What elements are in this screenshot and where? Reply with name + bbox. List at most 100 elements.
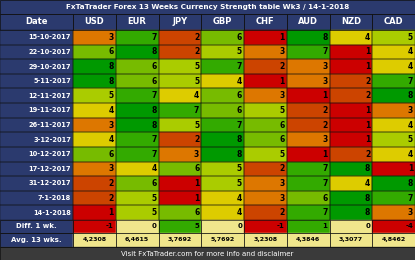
Bar	[244, 176, 287, 191]
Text: 5: 5	[195, 224, 199, 230]
Bar	[73, 205, 116, 220]
Text: GBP: GBP	[213, 17, 232, 27]
Bar	[372, 103, 415, 118]
Bar	[372, 30, 415, 45]
Bar	[287, 161, 330, 176]
Bar	[0, 103, 73, 118]
Bar	[0, 88, 73, 103]
Bar	[244, 59, 287, 74]
Bar	[116, 88, 159, 103]
Text: 2: 2	[279, 208, 285, 217]
Bar	[330, 74, 372, 88]
Bar	[73, 59, 116, 74]
Bar	[330, 220, 372, 233]
Bar	[201, 191, 244, 205]
Bar	[116, 118, 159, 132]
Text: 3: 3	[408, 208, 413, 217]
Text: 2: 2	[322, 120, 327, 129]
Bar	[159, 132, 201, 147]
Text: 5: 5	[194, 77, 199, 86]
Text: 7: 7	[237, 62, 242, 71]
Text: Avg. 13 wks.: Avg. 13 wks.	[11, 237, 62, 243]
Bar	[159, 205, 201, 220]
Text: 5-11-2017: 5-11-2017	[33, 78, 71, 84]
Bar	[372, 191, 415, 205]
Text: 4: 4	[108, 135, 114, 144]
Bar	[244, 118, 287, 132]
Bar	[244, 132, 287, 147]
Bar	[244, 14, 287, 30]
Bar	[116, 205, 159, 220]
Text: 4: 4	[408, 62, 413, 71]
Bar	[0, 30, 73, 45]
Bar	[287, 88, 330, 103]
Bar	[330, 14, 372, 30]
Bar	[73, 147, 116, 161]
Bar	[201, 59, 244, 74]
Text: 26-11-2017: 26-11-2017	[29, 122, 71, 128]
Bar	[244, 147, 287, 161]
Bar	[330, 220, 372, 233]
Bar	[0, 14, 73, 30]
Bar	[0, 14, 73, 30]
Bar	[330, 161, 372, 176]
Text: 8: 8	[408, 179, 413, 188]
Bar	[73, 233, 116, 247]
Bar	[116, 191, 159, 205]
Bar	[201, 132, 244, 147]
Bar	[287, 59, 330, 74]
Bar	[0, 59, 73, 74]
Text: 6,4615: 6,4615	[125, 237, 149, 243]
Bar	[372, 147, 415, 161]
Bar	[201, 191, 244, 205]
Bar	[73, 103, 116, 118]
Text: 1: 1	[322, 91, 327, 100]
Bar	[159, 30, 201, 45]
Text: 1: 1	[408, 164, 413, 173]
Bar	[116, 103, 159, 118]
Text: 5: 5	[237, 179, 242, 188]
Bar	[116, 205, 159, 220]
Text: 17-12-2017: 17-12-2017	[29, 166, 71, 172]
Text: 3: 3	[194, 150, 199, 159]
Text: 3: 3	[279, 194, 285, 203]
Bar	[159, 103, 201, 118]
Bar	[330, 176, 372, 191]
Bar	[244, 30, 287, 45]
Text: 2: 2	[365, 91, 370, 100]
Bar	[116, 233, 159, 247]
Bar	[201, 205, 244, 220]
Bar	[330, 103, 372, 118]
Text: 10-12-2017: 10-12-2017	[29, 151, 71, 157]
Bar	[73, 74, 116, 88]
Bar	[330, 176, 372, 191]
Bar	[0, 247, 415, 260]
Bar	[73, 176, 116, 191]
Bar	[73, 132, 116, 147]
Bar	[116, 45, 159, 59]
Bar	[244, 74, 287, 88]
Bar	[116, 233, 159, 247]
Bar	[330, 233, 372, 247]
Text: 7: 7	[408, 194, 413, 203]
Bar	[159, 118, 201, 132]
Text: 5: 5	[408, 33, 413, 42]
Bar	[73, 161, 116, 176]
Bar	[73, 147, 116, 161]
Bar	[201, 30, 244, 45]
Bar	[159, 191, 201, 205]
Bar	[372, 220, 415, 233]
Bar	[0, 220, 73, 233]
Bar	[73, 59, 116, 74]
Bar	[73, 220, 116, 233]
Text: 0: 0	[237, 224, 242, 230]
Text: Date: Date	[25, 17, 48, 27]
Bar	[287, 45, 330, 59]
Text: 8: 8	[108, 62, 114, 71]
Text: 4: 4	[194, 91, 199, 100]
Text: 12-11-2017: 12-11-2017	[29, 93, 71, 99]
Text: 3: 3	[322, 77, 327, 86]
Bar	[287, 74, 330, 88]
Text: 0: 0	[365, 224, 370, 230]
Bar	[372, 132, 415, 147]
